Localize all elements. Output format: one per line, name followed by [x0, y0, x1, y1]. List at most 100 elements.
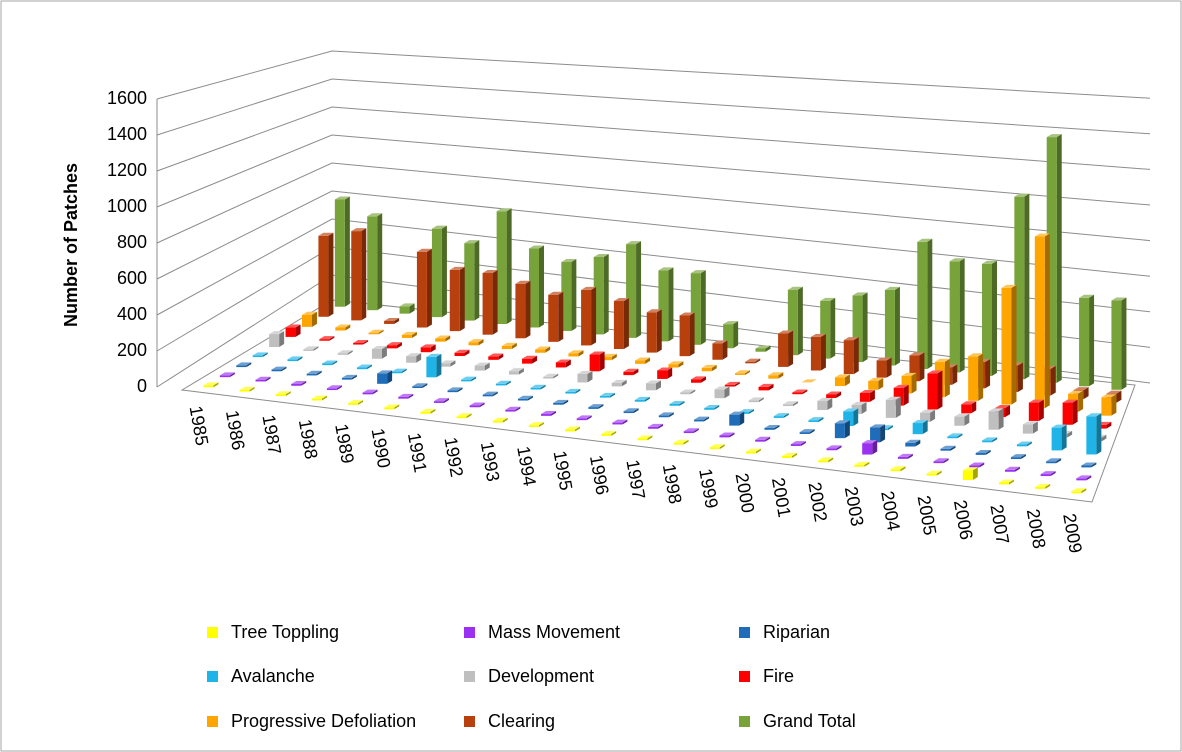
bar-side — [321, 395, 327, 401]
bar-front — [1004, 469, 1015, 472]
bar — [1101, 394, 1117, 416]
y-tick-label: 1600 — [107, 88, 147, 108]
bar-top — [565, 388, 581, 392]
bar — [940, 445, 956, 451]
bar — [601, 430, 617, 436]
bar-side — [880, 424, 886, 443]
bar-front — [474, 365, 485, 371]
legend-swatch — [464, 671, 475, 682]
bar-front — [522, 358, 533, 364]
bar-front — [353, 342, 364, 345]
bar-side — [575, 426, 581, 432]
bar-top — [611, 379, 627, 383]
bar-side — [668, 412, 674, 418]
bar — [926, 470, 942, 476]
bar-side — [1032, 421, 1038, 434]
bar-top — [808, 417, 824, 421]
bar-top — [528, 422, 544, 426]
bar-side — [957, 433, 963, 439]
bar-front — [1034, 236, 1045, 409]
bar — [1014, 193, 1030, 380]
legend-swatch — [739, 627, 750, 638]
bar-top — [449, 266, 465, 270]
bar-top — [623, 368, 639, 372]
bar — [635, 357, 651, 364]
bar-side — [783, 413, 789, 418]
bar-front — [371, 348, 382, 359]
bar-side — [332, 360, 338, 366]
bar-top — [826, 445, 842, 449]
bar-side — [1020, 454, 1026, 460]
bar-front — [658, 415, 669, 418]
bar-front — [790, 444, 801, 446]
bar-side — [978, 353, 984, 401]
bar-top — [399, 303, 415, 307]
bar-side — [683, 439, 689, 445]
bar-top — [843, 337, 859, 341]
bar-top — [690, 270, 706, 274]
bar-front — [1001, 287, 1012, 405]
bar — [236, 362, 252, 368]
bar-side — [441, 225, 447, 318]
bar — [818, 457, 834, 463]
bar-side — [358, 400, 364, 405]
bar-side — [836, 445, 842, 451]
bar — [593, 254, 609, 335]
bar-front — [555, 362, 566, 368]
bar-side — [1116, 390, 1122, 403]
bar — [1062, 399, 1078, 425]
bar-front — [322, 363, 333, 366]
bar-side — [621, 379, 627, 387]
bar — [311, 395, 327, 401]
bar-side — [1026, 441, 1032, 447]
bar-top — [901, 372, 917, 376]
bar — [275, 391, 291, 397]
bar-front — [576, 418, 587, 421]
bar-top — [673, 439, 689, 443]
bar-top — [905, 439, 921, 443]
bar — [890, 466, 906, 472]
bar-top — [384, 404, 400, 408]
bar-side — [558, 291, 564, 342]
bar-side — [862, 292, 868, 363]
bar-side — [598, 404, 604, 409]
bar-side — [985, 449, 991, 455]
bar-front — [673, 442, 684, 445]
grid-line — [156, 134, 1151, 208]
bar-front — [885, 399, 896, 418]
bar-front — [482, 272, 493, 335]
bar-front — [384, 320, 395, 324]
bar-top — [271, 366, 287, 370]
bar-top — [755, 345, 771, 349]
bar — [447, 387, 463, 393]
bar-front — [306, 373, 317, 376]
bar-side — [853, 337, 859, 375]
bar-side — [586, 415, 592, 421]
bar-side — [936, 470, 942, 476]
bar-side — [377, 213, 383, 311]
bar-front — [236, 365, 247, 368]
bar-front — [1062, 402, 1073, 425]
bar — [495, 380, 511, 386]
bar-side — [748, 409, 754, 414]
bar-front — [318, 235, 329, 317]
legend-swatch — [739, 716, 750, 727]
bar — [949, 258, 965, 373]
bar — [416, 248, 432, 328]
bar-front — [416, 251, 427, 328]
bar-top — [252, 352, 268, 356]
bar-side — [1121, 297, 1127, 390]
grid-line — [156, 190, 1151, 280]
bar-top — [646, 309, 662, 313]
bar-front — [275, 394, 286, 397]
bar-top — [926, 470, 942, 474]
bar — [755, 345, 771, 352]
bar-front — [917, 241, 928, 370]
bar-top — [319, 336, 335, 340]
bar-side — [971, 401, 977, 414]
bar — [505, 406, 521, 412]
bar-front — [982, 263, 993, 376]
bar-front — [920, 412, 931, 422]
bar-front — [768, 375, 779, 379]
bar — [876, 357, 892, 378]
